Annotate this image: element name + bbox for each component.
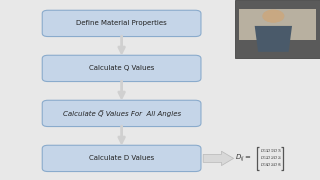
FancyBboxPatch shape	[239, 9, 316, 40]
Text: $D_{ij}=$: $D_{ij}=$	[235, 153, 252, 164]
FancyBboxPatch shape	[42, 55, 201, 82]
Text: Define Material Properties: Define Material Properties	[76, 20, 167, 26]
FancyBboxPatch shape	[235, 0, 320, 58]
Text: Calculate D Values: Calculate D Values	[89, 155, 154, 161]
Circle shape	[263, 10, 284, 22]
Circle shape	[263, 10, 284, 22]
FancyBboxPatch shape	[42, 10, 201, 37]
Text: $D_{12}D_{22}D_{26}$: $D_{12}D_{22}D_{26}$	[260, 155, 283, 162]
Polygon shape	[255, 26, 292, 52]
Text: Calculate Q Values: Calculate Q Values	[89, 65, 154, 71]
Polygon shape	[203, 151, 234, 166]
FancyBboxPatch shape	[42, 145, 201, 172]
FancyBboxPatch shape	[42, 100, 201, 127]
Text: $D_{16}D_{26}D_{66}$: $D_{16}D_{26}D_{66}$	[260, 161, 283, 169]
Text: $D_{11}D_{12}D_{16}$: $D_{11}D_{12}D_{16}$	[260, 148, 283, 155]
Text: Calculate Q̅ Values For  All Angles: Calculate Q̅ Values For All Angles	[62, 110, 181, 117]
